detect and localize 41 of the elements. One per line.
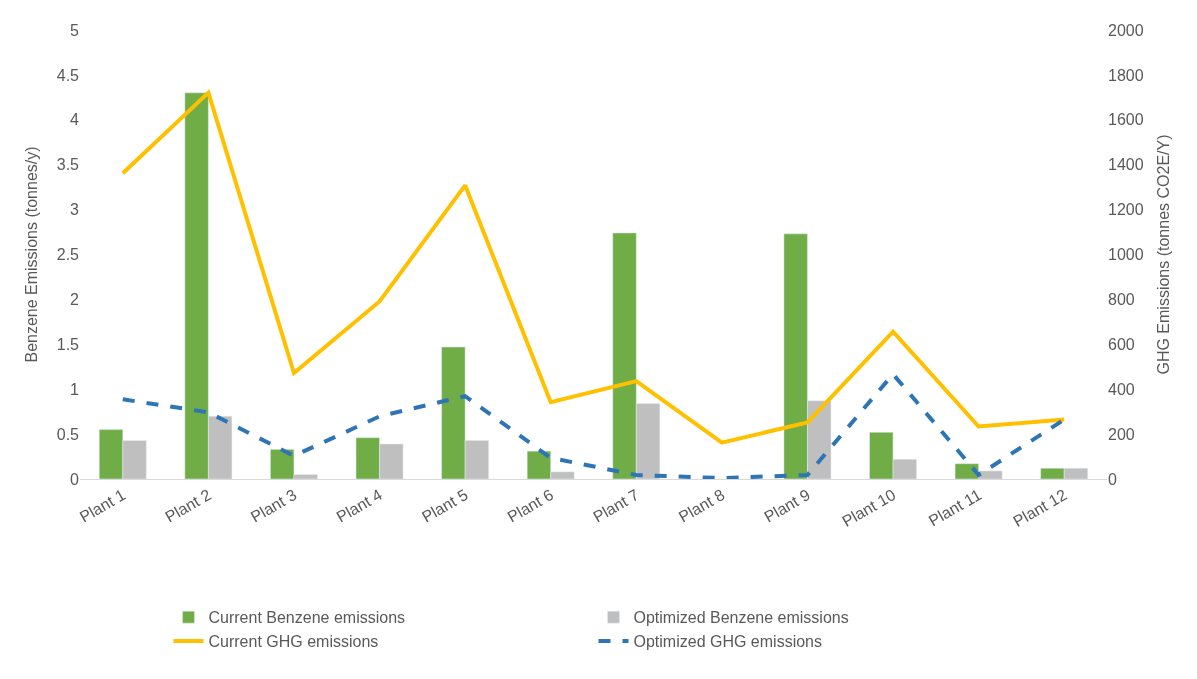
x-tick-label: Plant 7 (590, 485, 642, 526)
y-tick-label: 0 (70, 470, 80, 488)
x-tick-label: Plant 1 (76, 485, 129, 526)
x-tick-label: Plant 3 (247, 485, 300, 526)
x-tick-label: Plant 10 (839, 485, 899, 531)
y2-tick-label: 2000 (1108, 21, 1144, 39)
y-axis-title: Benzene Emissions (tonnes/y) (22, 146, 40, 363)
x-tick-label: Plant 8 (675, 485, 728, 526)
y-tick-label: 3 (70, 201, 80, 219)
y-tick-label: 3.5 (56, 156, 80, 174)
legend-label: Current Benzene emissions (208, 609, 406, 627)
y2-tick-label: 1200 (1108, 201, 1144, 219)
y-tick-label: 4 (70, 111, 80, 129)
x-tick-label: Plant 2 (162, 485, 214, 526)
y-tick-label: 4.5 (56, 66, 80, 84)
y-tick-label: 5 (70, 21, 80, 39)
x-tick-label: Plant 6 (504, 485, 557, 526)
y2-tick-label: 800 (1108, 291, 1135, 308)
x-tick-label: Plant 12 (1010, 485, 1070, 531)
y2-tick-label: 0 (1108, 470, 1117, 488)
y2-tick-label: 1000 (1108, 246, 1144, 264)
y-tick-label: 0.5 (56, 425, 80, 443)
y2-axis-title: GHG Emissions (tonnes CO2E/Y) (1155, 134, 1173, 375)
y2-tick-label: 1400 (1108, 156, 1144, 174)
y-tick-label: 2.5 (56, 246, 80, 264)
legend-label: Optimized GHG emissions (633, 633, 822, 651)
legend-label: Current GHG emissions (208, 633, 379, 651)
y-tick-label: 2 (70, 291, 80, 308)
y2-tick-label: 1600 (1108, 111, 1144, 129)
line-series (120, 90, 1067, 445)
x-tick-label: Plant 5 (418, 485, 471, 526)
x-tick-label: Plant 4 (333, 485, 386, 526)
y2-tick-label: 400 (1108, 380, 1135, 398)
y2-tick-label: 600 (1108, 335, 1135, 353)
x-tick-label: Plant 9 (761, 485, 814, 526)
y2-tick-label: 200 (1108, 425, 1135, 443)
legend-label: Optimized Benzene emissions (633, 609, 849, 627)
y2-tick-label: 1800 (1108, 66, 1144, 84)
y-tick-label: 1.5 (56, 335, 80, 353)
y-tick-label: 1 (70, 380, 80, 398)
x-tick-label: Plant 11 (925, 485, 985, 530)
